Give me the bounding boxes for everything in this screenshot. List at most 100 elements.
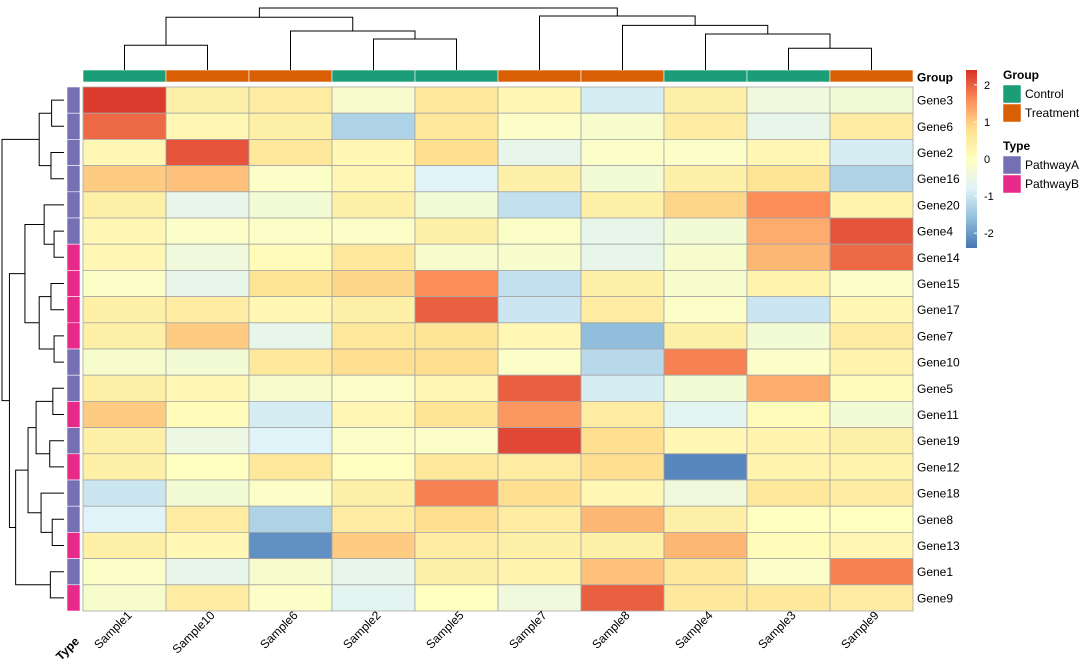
heatmap-cell: [663, 112, 748, 140]
heatmap-cell: [82, 400, 167, 428]
row-annotation-cell: [66, 374, 81, 402]
heatmap-cell: [414, 374, 499, 402]
heatmap-cell: [663, 505, 748, 533]
category-legend: Group Control Treatment Type PathwayA Pathway…: [1002, 68, 1080, 194]
column-label: Sample3: [755, 608, 799, 652]
column-annotation-title: Group: [917, 71, 953, 85]
column-annotation-cell: [829, 69, 914, 83]
column-annotation-cell: [248, 69, 333, 83]
row-annotation-cell: [66, 217, 81, 245]
row-dendrogram-link: [50, 283, 64, 311]
heatmap-cell: [663, 479, 748, 507]
color-scale-tick-label: 2: [984, 80, 990, 92]
heatmap-cell: [165, 322, 250, 350]
heatmap-cell: [663, 427, 748, 455]
heatmap-cell: [829, 165, 914, 193]
row-dendrogram: [1, 99, 64, 599]
heatmap-cell: [165, 400, 250, 428]
heatmap-cell: [165, 374, 250, 402]
heatmap-cell: [414, 479, 499, 507]
heatmap-cell: [165, 532, 250, 560]
heatmap-cell: [663, 348, 748, 376]
heatmap-cell: [248, 479, 333, 507]
heatmap-cell: [746, 400, 831, 428]
row-annotation-cell: [66, 243, 81, 271]
column-annotation-cell: [497, 69, 582, 83]
heatmap-cell: [580, 217, 665, 245]
row-label: Gene4: [917, 225, 953, 239]
heatmap-cell: [663, 138, 748, 166]
heatmap-cell: [248, 112, 333, 140]
column-annotation-cell: [663, 69, 748, 83]
color-scale-tick-label: -1: [984, 191, 994, 203]
heatmap-cell: [248, 348, 333, 376]
heatmap-cell: [414, 505, 499, 533]
heatmap-cell: [829, 427, 914, 455]
heatmap-cell: [331, 400, 416, 428]
heatmap-cell: [331, 217, 416, 245]
column-label: Sample1: [91, 608, 135, 652]
row-dendrogram-link: [52, 387, 64, 415]
legend-label: Treatment: [1025, 106, 1080, 120]
heatmap-cell: [746, 453, 831, 481]
legend-label: PathwayA: [1025, 158, 1079, 172]
heatmap-cell: [414, 86, 499, 114]
row-annotation-cell: [66, 165, 81, 193]
row-annotation-cell: [66, 86, 81, 114]
heatmap-cell: [165, 165, 250, 193]
heatmap-cell: [663, 374, 748, 402]
heatmap-cell: [248, 505, 333, 533]
heatmap-cell: [829, 296, 914, 324]
column-label: Sample7: [506, 608, 550, 652]
heatmap-cell: [497, 584, 582, 612]
heatmap-cell: [580, 505, 665, 533]
heatmap-cell: [663, 269, 748, 297]
heatmap-cell: [248, 374, 333, 402]
row-annotation-cell: [66, 558, 81, 586]
heatmap-cell: [497, 558, 582, 586]
column-dendrogram-link: [258, 7, 618, 18]
heatmap-cell: [414, 427, 499, 455]
heatmap-cell: [663, 86, 748, 114]
row-label: Gene9: [917, 591, 953, 605]
heatmap-cell: [746, 584, 831, 612]
column-label: Sample8: [589, 608, 633, 652]
heatmap-cell: [82, 348, 167, 376]
column-label: Sample5: [423, 608, 467, 652]
heatmap-cell: [82, 584, 167, 612]
column-dendrogram-link: [124, 44, 208, 70]
heatmap-cell: [829, 374, 914, 402]
heatmap-cell: [165, 348, 250, 376]
heatmap-cell: [497, 112, 582, 140]
row-dendrogram-link: [49, 440, 64, 468]
row-label: Gene5: [917, 382, 953, 396]
heatmap-cell: [414, 269, 499, 297]
heatmap-cell: [746, 505, 831, 533]
row-dendrogram-link: [27, 427, 42, 514]
heatmap-cell: [746, 558, 831, 586]
row-label: Gene3: [917, 94, 953, 108]
row-annotation-cell: [66, 139, 81, 166]
heatmap-cell: [497, 243, 582, 271]
row-dendrogram-link: [15, 469, 51, 586]
heatmap-cell: [580, 112, 665, 140]
heatmap-cell: [331, 427, 416, 455]
heatmap-cell: [746, 191, 831, 219]
heatmap-cell: [414, 348, 499, 376]
heatmap-cell: [165, 296, 250, 324]
heatmap-cell: [82, 269, 167, 297]
heatmap-cell: [248, 217, 333, 245]
column-dendrogram-link: [290, 30, 416, 70]
heatmap-cell: [331, 243, 416, 271]
heatmap-cell: [82, 217, 167, 245]
heatmap-cell: [497, 532, 582, 560]
row-dendrogram-link: [8, 273, 25, 528]
heatmap-cell: [165, 505, 250, 533]
heatmap-cell: [746, 348, 831, 376]
row-dendrogram-link: [53, 335, 64, 363]
heatmap-cell: [829, 479, 914, 507]
heatmap-cell: [663, 453, 748, 481]
heatmap-cell: [746, 532, 831, 560]
color-scale-tick-label: -2: [984, 228, 994, 240]
heatmap-cell: [829, 112, 914, 140]
